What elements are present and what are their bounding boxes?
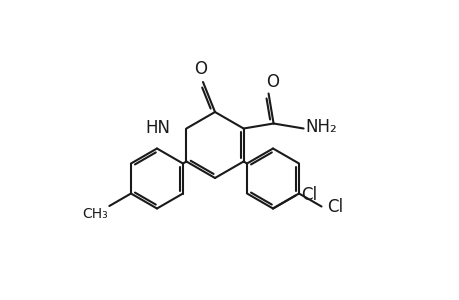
Text: O: O [265, 73, 279, 91]
Text: O: O [194, 60, 207, 78]
Text: CH₃: CH₃ [83, 207, 108, 221]
Text: HN: HN [145, 118, 170, 136]
Text: Cl: Cl [327, 199, 343, 217]
Text: Cl: Cl [301, 185, 317, 203]
Text: NH₂: NH₂ [305, 118, 337, 136]
